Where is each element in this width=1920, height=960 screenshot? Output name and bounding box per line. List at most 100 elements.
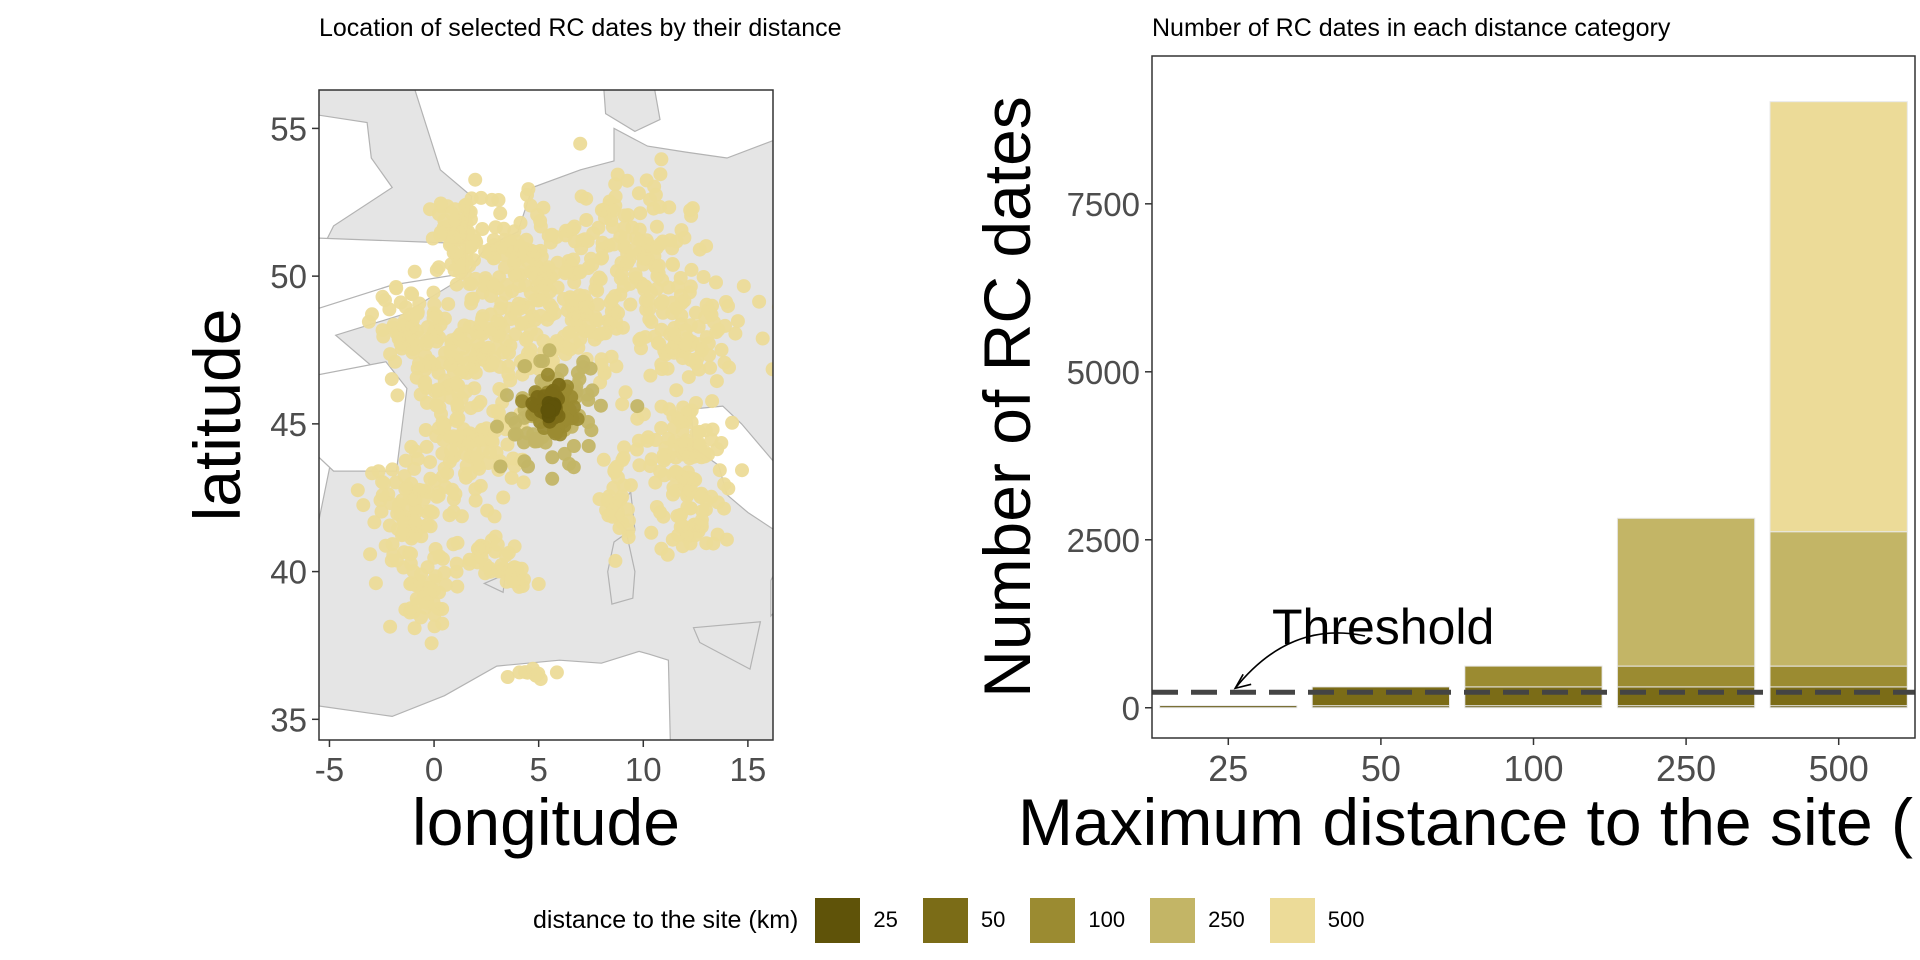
map-point — [457, 266, 472, 281]
map-point — [617, 208, 632, 223]
map-point — [674, 223, 689, 238]
map-point — [692, 518, 707, 533]
map-point — [653, 167, 668, 182]
map-point — [417, 358, 432, 373]
map-point — [551, 392, 565, 407]
map-point — [656, 509, 671, 524]
map-point — [618, 385, 633, 400]
map-point — [571, 308, 586, 323]
map-point — [646, 201, 661, 216]
map-point — [608, 189, 623, 204]
map-point — [543, 308, 558, 323]
map-point — [694, 516, 709, 531]
map-point — [515, 452, 530, 467]
map-point — [551, 335, 565, 350]
map-point — [673, 288, 688, 303]
map-point — [546, 383, 561, 398]
map-point — [562, 456, 577, 471]
map-point — [580, 234, 595, 249]
map-point — [409, 323, 424, 338]
map-point — [520, 665, 535, 680]
map-point — [545, 345, 560, 360]
bar-stack-500 — [1769, 101, 1908, 709]
map-point — [495, 395, 510, 410]
map-point — [662, 200, 677, 215]
map-point — [483, 321, 498, 336]
map-point — [542, 297, 557, 312]
map-point — [394, 493, 409, 508]
map-point — [611, 306, 625, 320]
map-point — [549, 230, 564, 245]
map-point — [523, 198, 538, 213]
map-point — [470, 398, 485, 413]
map-point — [683, 483, 698, 498]
map-point — [513, 215, 528, 230]
map-point — [442, 454, 457, 469]
map-y-tick-label: 50 — [270, 258, 307, 295]
map-point — [420, 334, 435, 349]
map-point — [405, 510, 420, 525]
map-point — [454, 509, 469, 524]
map-point — [425, 231, 440, 246]
map-point — [406, 492, 421, 507]
map-point — [680, 331, 695, 346]
map-point — [560, 404, 575, 418]
map-point — [612, 521, 627, 535]
map-point — [634, 276, 649, 291]
map-point — [484, 358, 499, 373]
map-point — [508, 327, 523, 342]
map-point — [544, 387, 559, 402]
map-point — [525, 309, 540, 323]
map-point — [607, 307, 622, 321]
point-cluster-500-10 — [607, 368, 740, 534]
map-point — [623, 276, 638, 291]
map-point — [653, 505, 668, 520]
map-point — [549, 406, 563, 421]
map-point — [714, 342, 729, 357]
land-sardinia — [607, 532, 636, 605]
map-point — [532, 362, 546, 376]
map-point — [426, 583, 441, 598]
map-point — [424, 636, 439, 651]
map-point — [442, 508, 457, 523]
map-point — [552, 381, 567, 396]
point-cluster-500-9 — [446, 529, 522, 581]
map-point — [667, 335, 682, 350]
map-point — [449, 277, 464, 292]
map-point — [444, 206, 459, 221]
map-point — [525, 407, 540, 422]
map-point — [549, 665, 564, 680]
map-point — [427, 474, 442, 488]
map-point — [512, 301, 527, 316]
bar-segment — [1159, 705, 1298, 709]
map-point — [694, 519, 709, 534]
map-point — [541, 409, 556, 424]
map-point — [546, 398, 561, 413]
map-point — [667, 321, 682, 335]
map-point — [483, 564, 498, 579]
map-x-tick-label: 5 — [529, 751, 547, 788]
map-point — [396, 560, 411, 575]
map-point — [594, 203, 609, 218]
map-point — [444, 333, 459, 348]
point-cluster-500-6 — [407, 376, 531, 524]
map-point — [498, 333, 513, 348]
map-point — [498, 548, 513, 563]
legend-swatch-25 — [814, 896, 862, 944]
map-point — [556, 329, 571, 344]
map-point — [498, 422, 513, 437]
map-point — [465, 291, 480, 306]
map-point — [463, 426, 478, 441]
map-point — [474, 190, 489, 205]
map-point — [718, 318, 732, 333]
map-point — [375, 323, 390, 338]
map-point — [603, 295, 618, 310]
map-point — [396, 527, 411, 541]
map-point — [578, 300, 593, 315]
map-point — [719, 532, 734, 547]
map-point — [549, 334, 564, 349]
map-point — [503, 244, 518, 259]
land-mallorca — [482, 573, 506, 594]
map-point — [383, 496, 398, 511]
